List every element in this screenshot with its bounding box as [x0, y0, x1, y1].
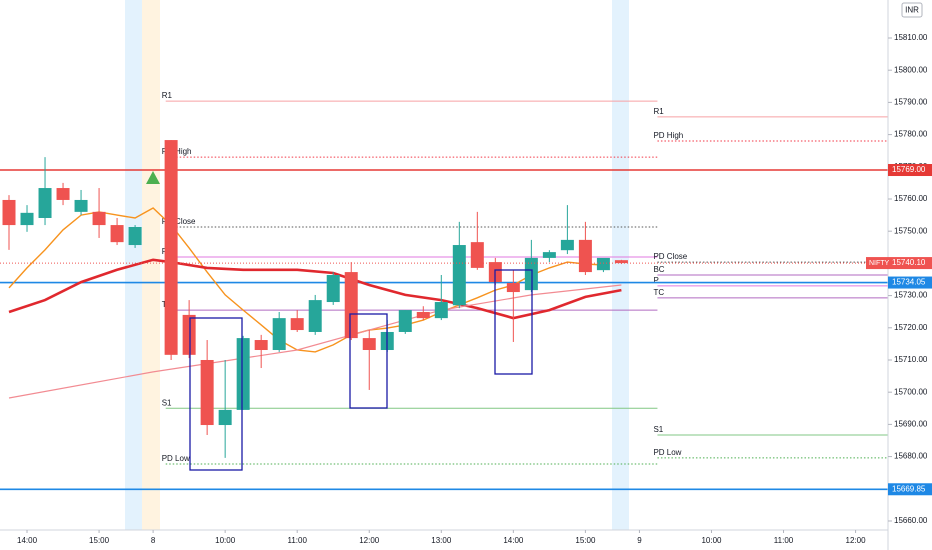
moving-average: [8, 207, 604, 353]
pivot-label: R1: [162, 91, 173, 100]
price-tag: [888, 483, 932, 496]
candle-body: [398, 310, 412, 332]
y-tick-label: 15730.00: [894, 291, 928, 300]
pivot-label: P: [162, 247, 167, 256]
y-tick-label: 15660.00: [894, 516, 928, 525]
x-tick-label: 9: [637, 536, 642, 545]
candle-body: [236, 338, 250, 410]
x-tick-label: 14:00: [17, 536, 38, 545]
candle-body: [218, 409, 232, 426]
x-tick-label: 11:00: [774, 536, 794, 545]
candle-body: [344, 272, 358, 339]
y-tick-label: 15780.00: [894, 130, 928, 139]
box-drawing: [494, 269, 533, 375]
candle-body: [470, 242, 484, 268]
y-tick-label: 15760.00: [894, 194, 928, 203]
y-tick-label: 15710.00: [894, 355, 928, 364]
candle-body: [452, 245, 466, 306]
candle-body: [434, 302, 448, 319]
moving-average: [8, 258, 622, 320]
candle-body: [308, 300, 322, 332]
session-band: [142, 0, 160, 530]
y-tick-label: 15790.00: [894, 98, 928, 107]
pivot-label: PD Low: [653, 448, 681, 457]
candle-body: [74, 199, 88, 212]
y-tick-label: 15690.00: [894, 419, 928, 428]
candle-body: [542, 252, 556, 258]
candle-body: [416, 312, 430, 319]
candle-body: [362, 338, 376, 351]
x-tick-label: 12:00: [846, 536, 867, 545]
box-drawing: [189, 317, 243, 471]
pivot-label: PD Close: [653, 252, 687, 261]
box-drawing: [349, 313, 388, 409]
pivot-label: R1: [653, 107, 664, 116]
candle-body: [560, 239, 574, 251]
pivot-label: BC: [653, 265, 664, 274]
currency-box: [901, 2, 923, 18]
pivot-label: S1: [653, 425, 663, 434]
pivot-label: PD Close: [162, 217, 196, 226]
x-tick-label: 14:00: [503, 536, 524, 545]
pivot-label: TC: [653, 288, 664, 297]
x-tick-label: 10:00: [701, 536, 722, 545]
candle-body: [506, 283, 520, 293]
candle-body: [290, 318, 304, 331]
candle-body: [272, 318, 286, 351]
y-tick-label: 15700.00: [894, 387, 928, 396]
y-tick-label: 15800.00: [894, 65, 928, 74]
x-tick-label: 12:00: [359, 536, 380, 545]
candle-body: [326, 274, 340, 303]
y-tick-label: 15720.00: [894, 323, 928, 332]
currency: INR: [905, 6, 919, 15]
session-band: [612, 0, 629, 530]
candle-body: [254, 340, 268, 351]
candle-body: [182, 314, 196, 355]
price-tag: [888, 276, 932, 289]
pivot-label: PD Low: [162, 454, 190, 463]
x-tick-label: 8: [151, 536, 156, 545]
candle-body: [2, 199, 16, 226]
pivot-label: S1: [162, 398, 172, 407]
pivot-label: PD High: [653, 131, 683, 140]
candle-body: [56, 188, 70, 200]
pivot-label: P: [653, 276, 658, 285]
candle-body: [38, 188, 52, 218]
x-tick-label: 10:00: [215, 536, 236, 545]
last-price-symbol: NIFTY: [869, 260, 890, 267]
price-tag-label: 15734.05: [892, 278, 926, 287]
price-tag: [888, 164, 932, 177]
candle-body: [164, 140, 178, 355]
candle-body: [92, 211, 106, 226]
candle-body: [596, 257, 610, 271]
y-tick-label: 15680.00: [894, 452, 928, 461]
y-tick-label: 15810.00: [894, 33, 928, 42]
candle-body: [20, 212, 34, 226]
y-tick-label: 15750.00: [894, 226, 928, 235]
candle-body: [128, 227, 142, 246]
candle-body: [200, 359, 214, 426]
x-tick-label: 15:00: [575, 536, 596, 545]
signal-triangle: [146, 171, 160, 184]
last-price-tag: [866, 257, 932, 270]
candle-body: [578, 239, 592, 273]
candle-body: [110, 225, 124, 243]
x-tick-label: 11:00: [287, 536, 307, 545]
x-tick-label: 13:00: [431, 536, 452, 545]
price-tag-label: 15769.00: [892, 165, 926, 174]
price-tag-label: 15669.85: [892, 484, 926, 493]
candle-body: [614, 260, 628, 264]
x-tick-label: 15:00: [89, 536, 110, 545]
last-price-label: 15740.10: [892, 258, 926, 267]
